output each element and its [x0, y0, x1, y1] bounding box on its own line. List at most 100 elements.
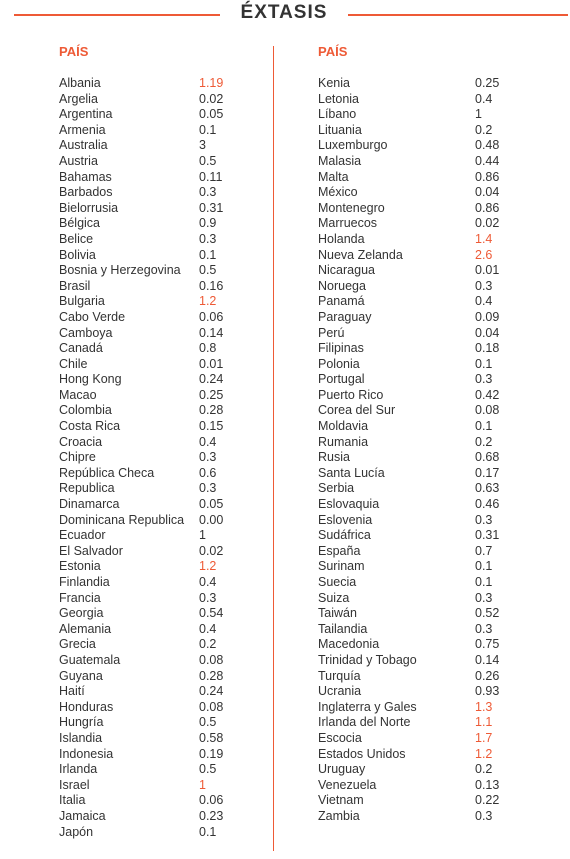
table-row: Holanda 1.4 [318, 232, 558, 248]
table-row: Noruega 0.3 [318, 279, 558, 295]
prevalence-value: 1.19 [199, 76, 224, 90]
title-rule-right [348, 14, 568, 16]
country-name: Chipre [59, 450, 96, 465]
prevalence-value: 0.4 [199, 434, 217, 449]
table-row: Israel 1 [59, 778, 269, 794]
country-name: Grecia [59, 637, 96, 652]
page-title: ÉXTASIS [240, 2, 328, 23]
table-row: Malta 0.86 [318, 170, 558, 186]
table-row: Estados Unidos 1.2 [318, 747, 558, 763]
country-name: Hong Kong [59, 372, 122, 387]
country-name: Bielorrusia [59, 200, 119, 215]
table-row: Ecuador 1 [59, 528, 269, 544]
table-row: El Salvador 0.02 [59, 544, 269, 560]
title-row: ÉXTASIS [0, 0, 570, 30]
country-name: Dominicana Republica [59, 512, 185, 527]
country-name: Indonesia [59, 746, 114, 761]
country-name: Estonia [59, 559, 101, 574]
prevalence-value: 1 [199, 777, 206, 792]
prevalence-value: 0.23 [199, 808, 224, 823]
country-name: Venezuela [318, 777, 377, 792]
table-row: Hungría 0.5 [59, 715, 269, 731]
prevalence-value: 0.86 [475, 200, 500, 215]
country-name: Republica [59, 481, 115, 496]
country-name: Kenia [318, 76, 350, 90]
prevalence-value: 1.4 [475, 231, 493, 246]
prevalence-value: 0.1 [199, 824, 217, 839]
country-name: Chile [59, 356, 88, 371]
prevalence-value: 0.3 [199, 450, 217, 465]
column-divider [273, 46, 274, 851]
table-row: Corea del Sur 0.08 [318, 403, 558, 419]
table-row: Kenia 0.25 [318, 76, 558, 92]
table-row: Taiwán 0.52 [318, 606, 558, 622]
country-name: Sudáfrica [318, 528, 371, 543]
country-name: Suiza [318, 590, 350, 605]
table-row: Moldavia 0.1 [318, 419, 558, 435]
country-name: Costa Rica [59, 419, 121, 434]
country-name: Camboya [59, 325, 113, 340]
country-name: Argentina [59, 107, 113, 122]
prevalence-value: 0.16 [199, 278, 224, 293]
table-row: Perú 0.04 [318, 326, 558, 342]
left-rows: Albania 1.19 Argelia 0.02 Argentina 0.05 Armen… [59, 76, 269, 840]
prevalence-value: 0.4 [475, 91, 493, 106]
country-name: Bosnia y Herzegovina [59, 263, 181, 278]
table-row: Guyana 0.28 [59, 669, 269, 685]
prevalence-value: 0.24 [199, 684, 224, 699]
table-row: Georgia 0.54 [59, 606, 269, 622]
country-name: Islandia [59, 730, 103, 745]
table-row: Polonia 0.1 [318, 357, 558, 373]
country-name: Dinamarca [59, 497, 120, 512]
prevalence-value: 0.09 [475, 309, 500, 324]
country-name: Israel [59, 777, 90, 792]
table-row: Belice 0.3 [59, 232, 269, 248]
prevalence-value: 1.7 [475, 730, 493, 745]
table-row: Zambia 0.3 [318, 809, 558, 825]
prevalence-value: 0.18 [475, 341, 500, 356]
country-name: Holanda [318, 231, 365, 246]
table-row: México 0.04 [318, 185, 558, 201]
prevalence-value: 1.3 [475, 699, 493, 714]
table-row: Bulgaria 1.2 [59, 294, 269, 310]
table-row: Irlanda 0.5 [59, 762, 269, 778]
prevalence-value: 0.4 [199, 575, 217, 589]
country-name: Haití [59, 684, 85, 699]
table-row: Argentina 0.05 [59, 107, 269, 123]
prevalence-value: 0.3 [475, 512, 493, 527]
country-name: Surinam [318, 559, 365, 574]
prevalence-value: 0.4 [199, 621, 217, 636]
table-row: Jamaica 0.23 [59, 809, 269, 825]
prevalence-value: 0.2 [199, 637, 217, 652]
table-row: Japón 0.1 [59, 825, 269, 841]
table-row: Haití 0.24 [59, 684, 269, 700]
country-name: Cabo Verde [59, 309, 126, 324]
country-name: Finlandia [59, 575, 110, 589]
table-row: Croacia 0.4 [59, 435, 269, 451]
country-name: México [318, 185, 358, 200]
table-row: Filipinas 0.18 [318, 341, 558, 357]
prevalence-value: 0.7 [475, 543, 493, 558]
prevalence-value: 0.3 [199, 590, 217, 605]
prevalence-value: 1 [475, 107, 482, 122]
country-name: Bélgica [59, 216, 100, 231]
prevalence-value: 0.3 [475, 808, 493, 823]
prevalence-value: 0.28 [199, 403, 224, 418]
country-name: República Checa [59, 465, 155, 480]
prevalence-value: 0.04 [475, 325, 500, 340]
table-row: Barbados 0.3 [59, 185, 269, 201]
country-name: Uruguay [318, 762, 366, 777]
country-name: Georgia [59, 606, 104, 621]
title-rule-left [14, 14, 220, 16]
prevalence-value: 0.14 [199, 325, 224, 340]
prevalence-value: 0.1 [199, 247, 217, 262]
prevalence-value: 0.3 [475, 278, 493, 293]
prevalence-value: 0.25 [199, 387, 224, 402]
prevalence-value: 1 [199, 528, 206, 543]
table-row: Honduras 0.08 [59, 700, 269, 716]
country-name: Albania [59, 76, 101, 90]
prevalence-value: 0.05 [199, 497, 224, 512]
prevalence-value: 0.1 [475, 575, 493, 589]
table-row: Guatemala 0.08 [59, 653, 269, 669]
prevalence-value: 3 [199, 138, 206, 153]
